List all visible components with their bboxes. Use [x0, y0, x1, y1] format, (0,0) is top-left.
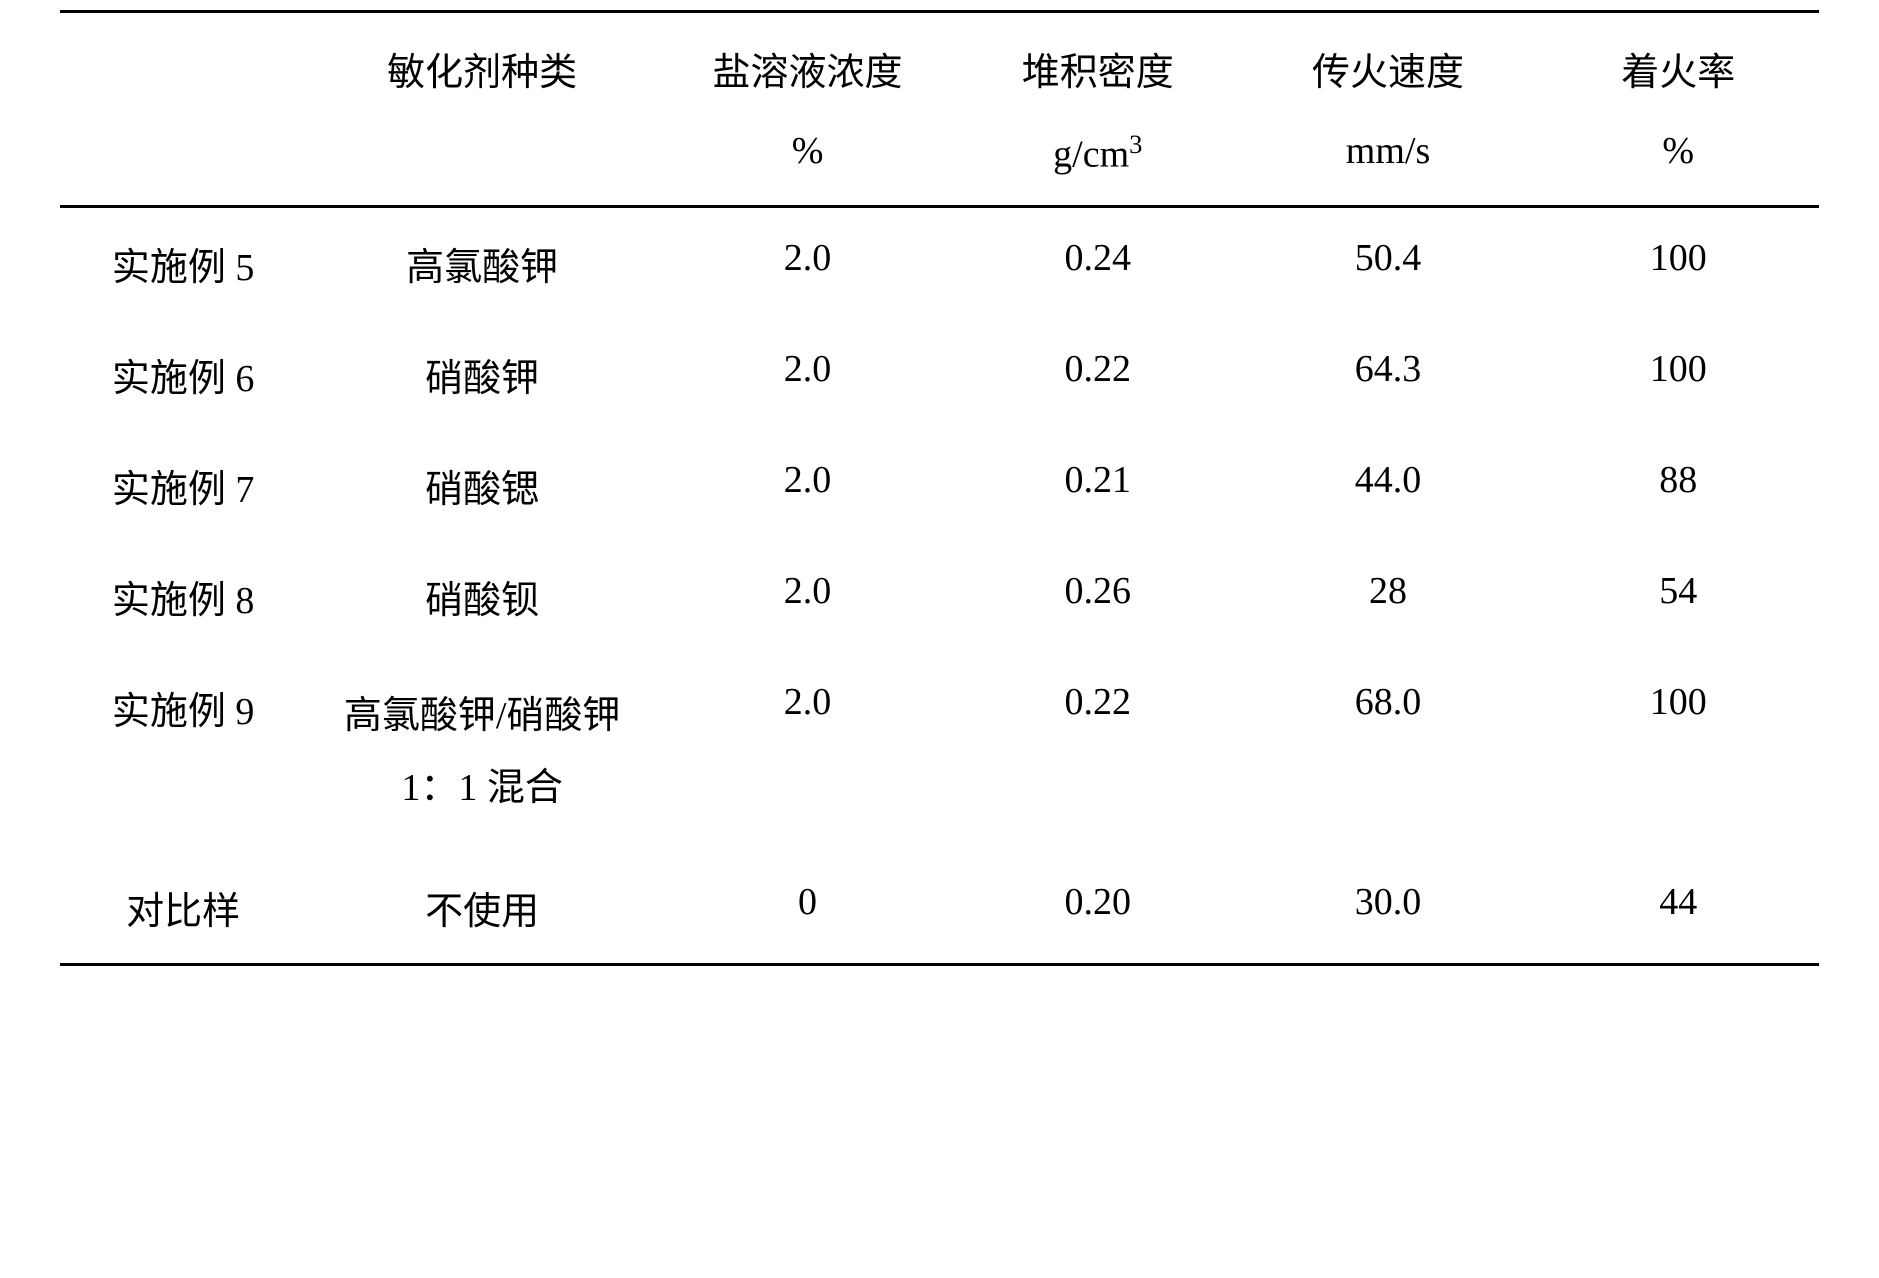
data-table: 敏化剂种类 盐溶液浓度 堆积密度 传火速度 着火率 % g/cm3 mm/s %… [60, 10, 1819, 966]
cell-conc: 2.0 [658, 319, 957, 430]
cell-label: 对比样 [60, 852, 306, 965]
unit-rate: % [1538, 124, 1819, 206]
cell-rate: 44 [1538, 852, 1819, 965]
cell-conc: 0 [658, 852, 957, 965]
header-speed: 传火速度 [1239, 12, 1538, 125]
unit-density: g/cm3 [957, 124, 1238, 206]
cell-sensitizer: 高氯酸钾 [306, 206, 658, 319]
cell-speed: 28 [1239, 541, 1538, 652]
cell-speed: 64.3 [1239, 319, 1538, 430]
cell-conc: 2.0 [658, 206, 957, 319]
cell-speed: 44.0 [1239, 430, 1538, 541]
unit-speed: mm/s [1239, 124, 1538, 206]
header-conc: 盐溶液浓度 [658, 12, 957, 125]
cell-density: 0.22 [957, 319, 1238, 430]
cell-label: 实施例 5 [60, 206, 306, 319]
cell-rate: 100 [1538, 206, 1819, 319]
table-row: 对比样 不使用 0 0.20 30.0 44 [60, 852, 1819, 965]
unit-conc: % [658, 124, 957, 206]
header-row-1: 敏化剂种类 盐溶液浓度 堆积密度 传火速度 着火率 [60, 12, 1819, 125]
table-row: 实施例 5 高氯酸钾 2.0 0.24 50.4 100 [60, 206, 1819, 319]
cell-sensitizer: 高氯酸钾/硝酸钾 1：1 混合 [306, 652, 658, 852]
cell-label: 实施例 9 [60, 652, 306, 852]
table-row: 实施例 8 硝酸钡 2.0 0.26 28 54 [60, 541, 1819, 652]
cell-rate: 88 [1538, 430, 1819, 541]
table-header: 敏化剂种类 盐溶液浓度 堆积密度 传火速度 着火率 % g/cm3 mm/s % [60, 12, 1819, 207]
header-row-units: % g/cm3 mm/s % [60, 124, 1819, 206]
unit-label [60, 124, 306, 206]
cell-conc: 2.0 [658, 652, 957, 852]
cell-rate: 100 [1538, 652, 1819, 852]
cell-speed: 50.4 [1239, 206, 1538, 319]
cell-density: 0.26 [957, 541, 1238, 652]
header-rate: 着火率 [1538, 12, 1819, 125]
cell-density: 0.24 [957, 206, 1238, 319]
table-row: 实施例 6 硝酸钾 2.0 0.22 64.3 100 [60, 319, 1819, 430]
header-sensitizer: 敏化剂种类 [306, 12, 658, 125]
cell-sensitizer: 不使用 [306, 852, 658, 965]
cell-label: 实施例 7 [60, 430, 306, 541]
cell-rate: 54 [1538, 541, 1819, 652]
cell-label: 实施例 6 [60, 319, 306, 430]
cell-rate: 100 [1538, 319, 1819, 430]
header-label [60, 12, 306, 125]
cell-label: 实施例 8 [60, 541, 306, 652]
cell-sensitizer: 硝酸锶 [306, 430, 658, 541]
cell-density: 0.20 [957, 852, 1238, 965]
cell-conc: 2.0 [658, 430, 957, 541]
table-body: 实施例 5 高氯酸钾 2.0 0.24 50.4 100 实施例 6 硝酸钾 2… [60, 206, 1819, 964]
table-row: 实施例 7 硝酸锶 2.0 0.21 44.0 88 [60, 430, 1819, 541]
cell-sensitizer: 硝酸钾 [306, 319, 658, 430]
cell-speed: 68.0 [1239, 652, 1538, 852]
cell-conc: 2.0 [658, 541, 957, 652]
header-density: 堆积密度 [957, 12, 1238, 125]
table-row: 实施例 9 高氯酸钾/硝酸钾 1：1 混合 2.0 0.22 68.0 100 [60, 652, 1819, 852]
unit-sensitizer [306, 124, 658, 206]
cell-sensitizer: 硝酸钡 [306, 541, 658, 652]
cell-density: 0.22 [957, 652, 1238, 852]
cell-speed: 30.0 [1239, 852, 1538, 965]
cell-density: 0.21 [957, 430, 1238, 541]
